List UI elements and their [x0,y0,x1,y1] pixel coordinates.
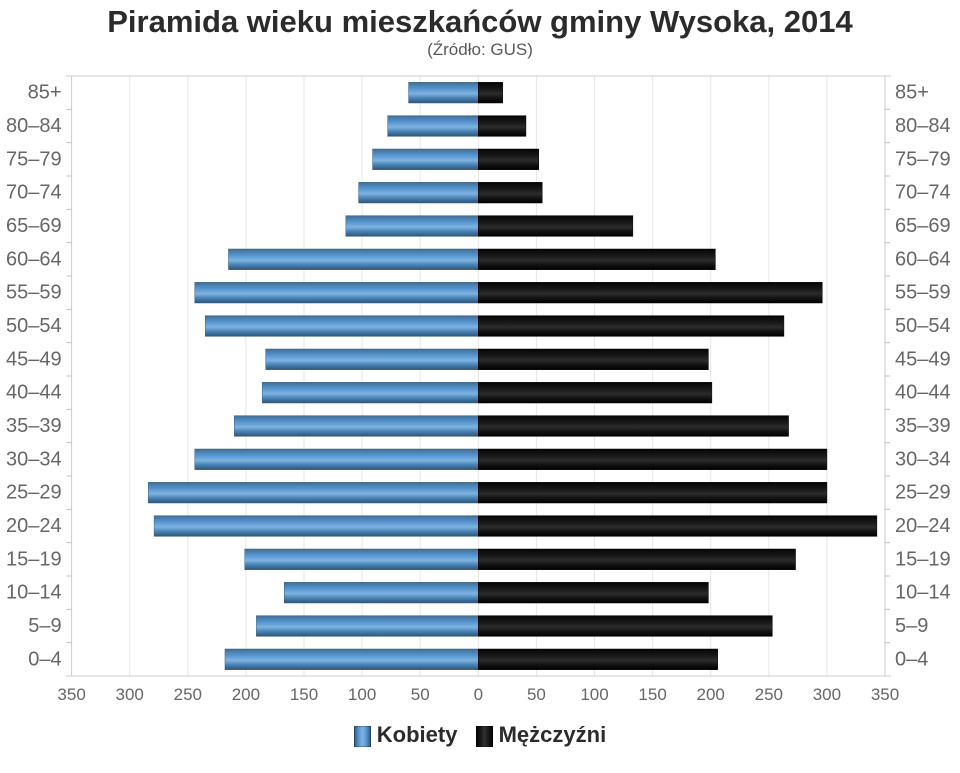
svg-text:60–64: 60–64 [6,248,62,270]
svg-text:350: 350 [57,685,85,704]
svg-text:85+: 85+ [28,82,62,104]
svg-text:70–74: 70–74 [6,182,62,204]
svg-text:45–49: 45–49 [895,348,951,370]
svg-text:0–4: 0–4 [28,648,61,670]
svg-text:50: 50 [527,685,546,704]
svg-text:0: 0 [474,685,483,704]
svg-text:40–44: 40–44 [6,382,62,404]
svg-text:65–69: 65–69 [6,215,62,237]
svg-text:45–49: 45–49 [6,348,62,370]
svg-text:50: 50 [411,685,430,704]
svg-text:50–54: 50–54 [895,315,951,337]
svg-text:100: 100 [348,685,376,704]
svg-text:30–34: 30–34 [895,448,951,470]
svg-text:0–4: 0–4 [895,648,928,670]
svg-text:150: 150 [638,685,666,704]
svg-text:25–29: 25–29 [895,482,951,504]
svg-text:10–14: 10–14 [6,582,62,604]
svg-text:5–9: 5–9 [28,615,61,637]
svg-text:80–84: 80–84 [895,115,951,137]
svg-text:10–14: 10–14 [895,582,951,604]
svg-text:40–44: 40–44 [895,382,951,404]
svg-text:200: 200 [232,685,260,704]
svg-text:75–79: 75–79 [895,148,951,170]
svg-text:30–34: 30–34 [6,448,62,470]
svg-text:55–59: 55–59 [6,282,62,304]
svg-text:20–24: 20–24 [6,515,62,537]
svg-text:350: 350 [871,685,899,704]
svg-text:15–19: 15–19 [6,548,62,570]
svg-text:20–24: 20–24 [895,515,951,537]
svg-text:60–64: 60–64 [895,248,951,270]
svg-text:300: 300 [116,685,144,704]
svg-text:70–74: 70–74 [895,182,951,204]
svg-text:25–29: 25–29 [6,482,62,504]
svg-text:150: 150 [290,685,318,704]
svg-text:80–84: 80–84 [6,115,62,137]
svg-text:250: 250 [755,685,783,704]
svg-text:75–79: 75–79 [6,148,62,170]
svg-text:35–39: 35–39 [895,415,951,437]
svg-text:85+: 85+ [895,82,929,104]
svg-text:65–69: 65–69 [895,215,951,237]
svg-text:50–54: 50–54 [6,315,62,337]
svg-text:55–59: 55–59 [895,282,951,304]
svg-text:100: 100 [580,685,608,704]
svg-text:15–19: 15–19 [895,548,951,570]
svg-text:300: 300 [813,685,841,704]
svg-text:200: 200 [697,685,725,704]
svg-text:35–39: 35–39 [6,415,62,437]
svg-text:5–9: 5–9 [895,615,928,637]
svg-text:250: 250 [174,685,202,704]
